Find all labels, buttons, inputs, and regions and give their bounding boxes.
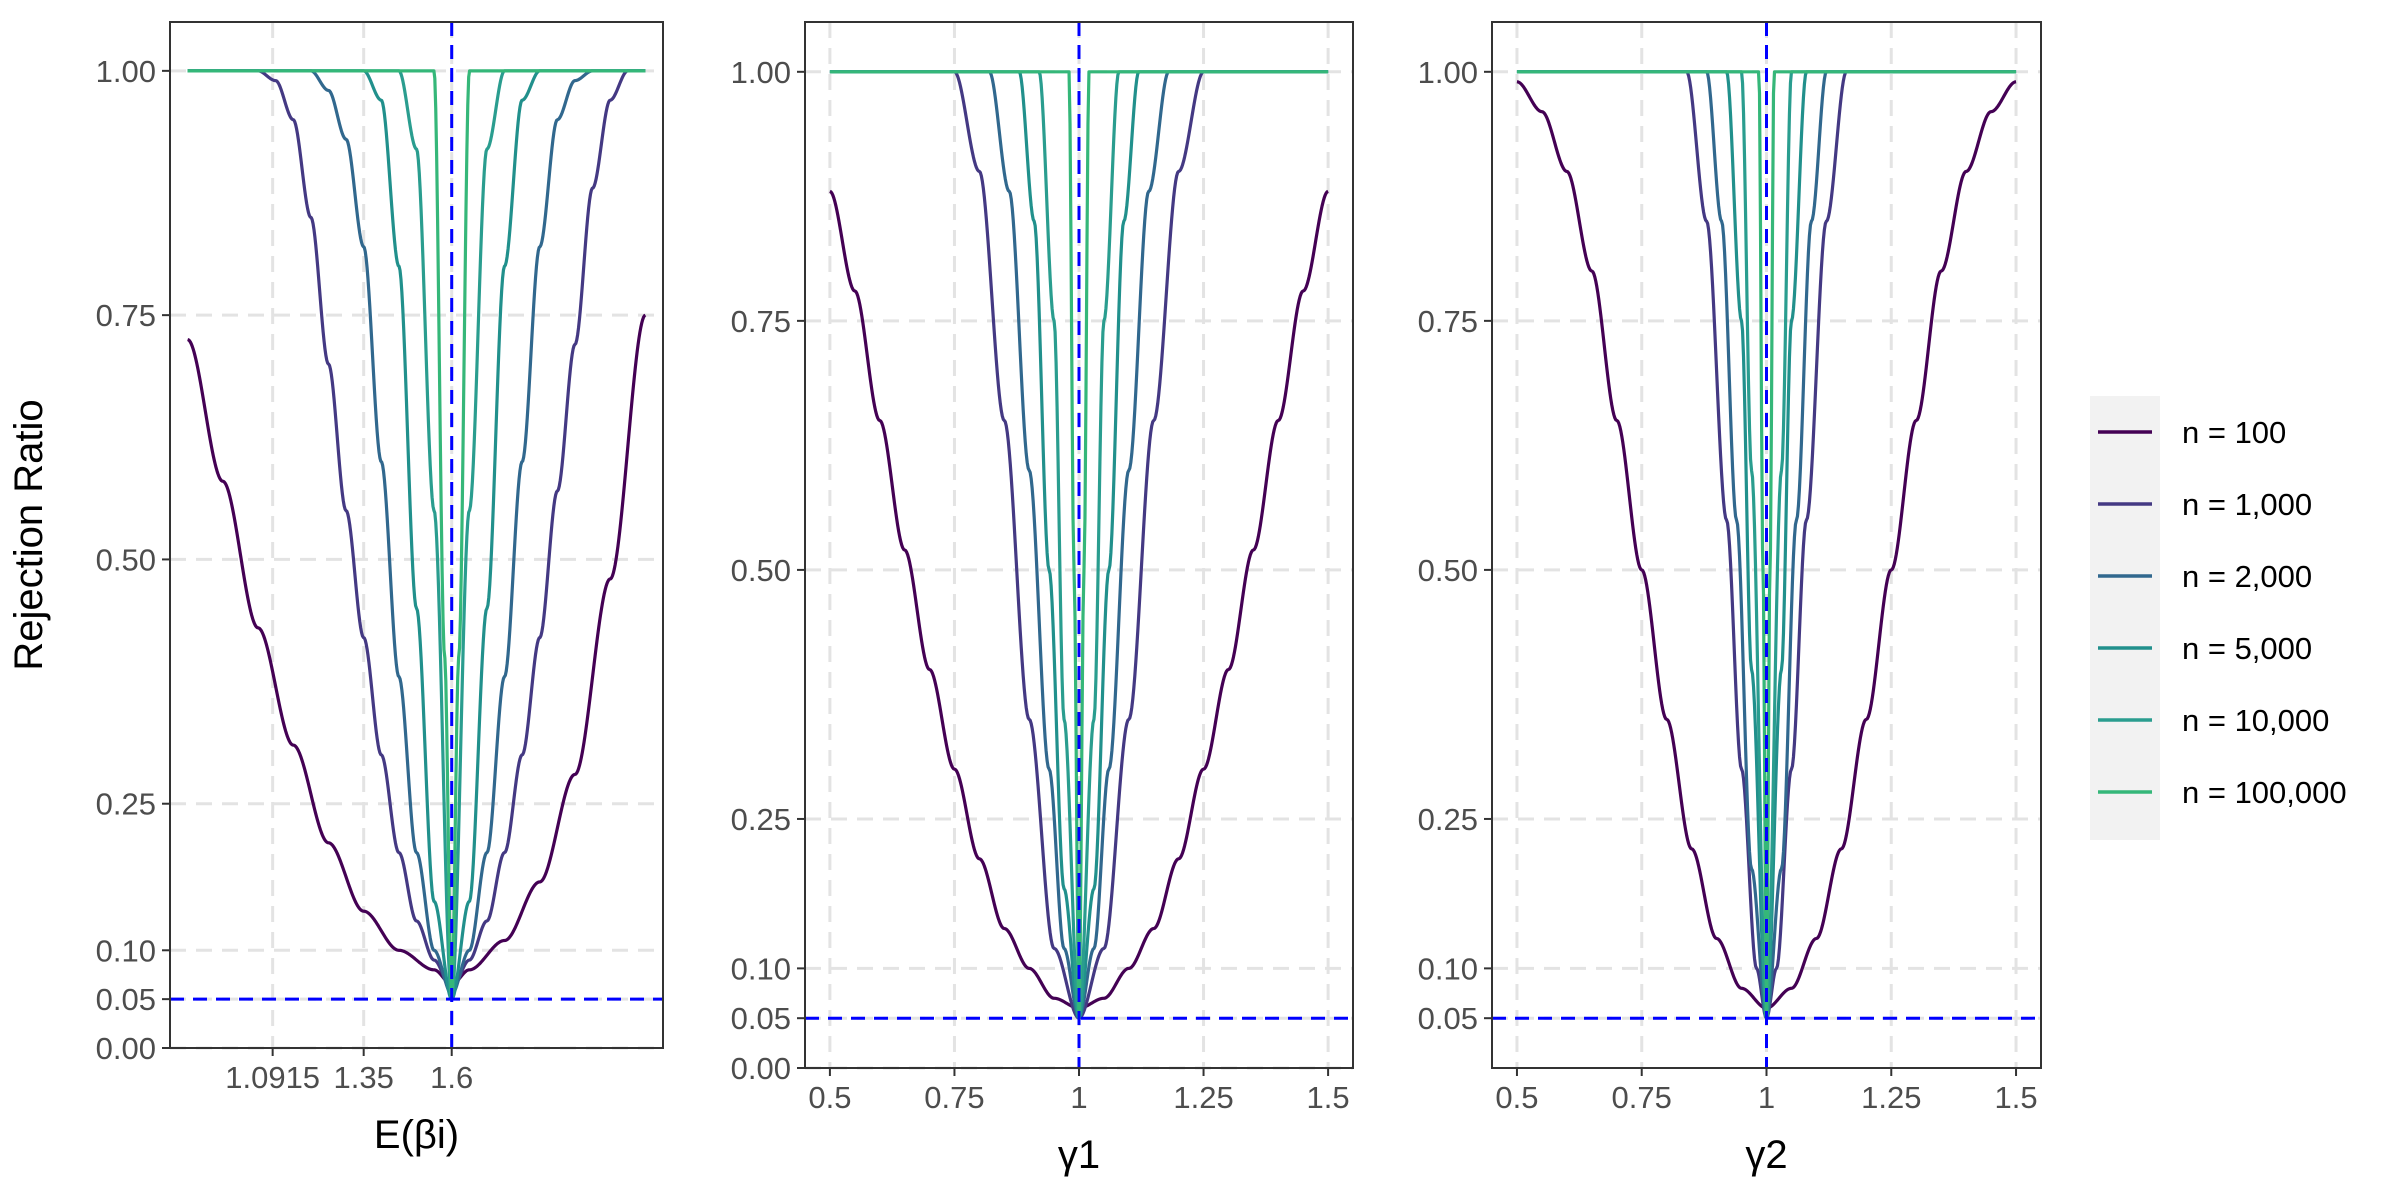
legend-key-background	[2090, 396, 2160, 840]
legend-label: n = 1,000	[2182, 487, 2312, 522]
y-tick-label: 0.05	[731, 1001, 791, 1036]
y-tick-label: 0.50	[731, 553, 791, 588]
chart-panel-3: 0.05 0.10 0.25 0.50 0.75 1.00 0.5 0.75 1 1.25 1.5 γ…	[1418, 21, 2042, 1177]
y-tick-label: 1.00	[96, 54, 156, 89]
x-tick-label: 1.5	[1307, 1080, 1350, 1115]
y-tick-label: 0.50	[96, 542, 156, 577]
legend: n = 100 n = 1,000 n = 2,000 n = 5,000 n = 10…	[2090, 396, 2347, 840]
y-tick-label: 0.00	[731, 1051, 791, 1086]
series-lines	[186, 69, 647, 1001]
plot-background	[170, 22, 663, 1048]
y-tick-label: 0.25	[731, 802, 791, 837]
y-tick-label: 0.75	[1418, 304, 1478, 339]
x-tick-label: 0.5	[1495, 1080, 1538, 1115]
y-tick-label: 0.25	[96, 787, 156, 822]
x-tick-label: 1	[1070, 1080, 1087, 1115]
legend-label: n = 5,000	[2182, 631, 2312, 666]
x-tick-label: 0.75	[924, 1080, 984, 1115]
x-axis-title: γ1	[1058, 1133, 1100, 1177]
x-tick-label: 1	[1758, 1080, 1775, 1115]
x-axis-title: γ2	[1745, 1133, 1787, 1177]
series-line-100	[186, 313, 647, 987]
x-tick-label: 1.5	[1994, 1080, 2037, 1115]
y-tick-label: 0.05	[96, 982, 156, 1017]
series-line-1000	[186, 69, 647, 991]
y-tick-label: 0.75	[96, 298, 156, 333]
x-axis-title: E(βi)	[374, 1113, 459, 1157]
y-tick-label: 0.25	[1418, 802, 1478, 837]
y-tick-label: 0.10	[96, 933, 156, 968]
legend-label: n = 2,000	[2182, 559, 2312, 594]
chart-panel-2: 0.00 0.05 0.10 0.25 0.50 0.75 1.00 0.5 0.75 1 1.25…	[731, 21, 1354, 1177]
x-tick-label: 1.0915	[225, 1060, 320, 1095]
y-tick-label: 0.00	[96, 1031, 156, 1066]
x-tick-label: 1.25	[1173, 1080, 1233, 1115]
x-tick-label: 1.35	[334, 1060, 394, 1095]
y-tick-label: 1.00	[731, 55, 791, 90]
y-tick-label: 0.50	[1418, 553, 1478, 588]
legend-label: n = 100,000	[2182, 775, 2347, 810]
legend-label: n = 10,000	[2182, 703, 2329, 738]
plot-border	[169, 21, 664, 1049]
y-tick-label: 1.00	[1418, 55, 1478, 90]
y-axis-title: Rejection Ratio	[7, 399, 51, 670]
y-tick-label: 0.05	[1418, 1001, 1478, 1036]
y-tick-label: 0.75	[731, 304, 791, 339]
y-tick-label: 0.10	[1418, 951, 1478, 986]
y-tick-label: 0.10	[731, 951, 791, 986]
series-line-100000	[186, 69, 647, 998]
chart-panels: 0.00 0.05 0.10 0.25 0.50 0.75 1.00 1.0915 1.35 1.…	[7, 21, 2042, 1177]
x-tick-label: 0.75	[1612, 1080, 1672, 1115]
x-tick-label: 1.6	[430, 1060, 473, 1095]
x-tick-label: 1.25	[1861, 1080, 1921, 1115]
chart-panel-1: 0.00 0.05 0.10 0.25 0.50 0.75 1.00 1.0915 1.35 1.…	[7, 21, 664, 1157]
x-tick-label: 0.5	[808, 1080, 851, 1115]
legend-label: n = 100	[2182, 415, 2286, 450]
